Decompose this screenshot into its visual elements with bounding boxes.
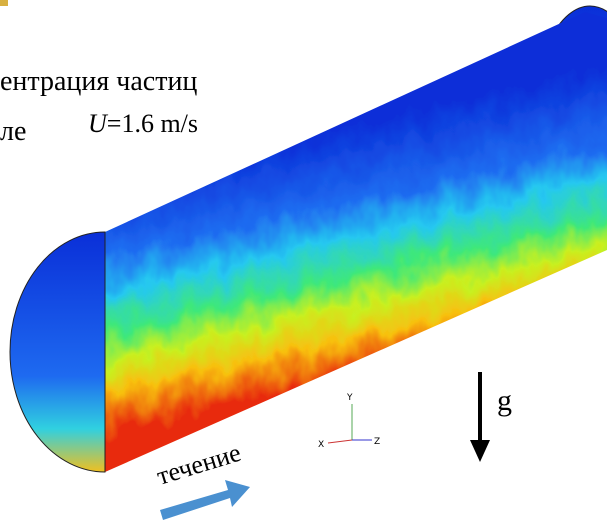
axis-y-label: Y xyxy=(346,393,353,403)
title-line2: ле xyxy=(0,116,26,147)
axis-x-label: X xyxy=(318,440,324,450)
velocity-value: =1.6 m/s xyxy=(107,109,198,138)
gravity-arrowhead xyxy=(470,440,490,462)
title-line1: ентрация частиц xyxy=(0,66,197,97)
gravity-label: g xyxy=(497,384,512,417)
axis-x xyxy=(328,440,352,443)
left-cap xyxy=(10,232,105,472)
axis-z-label: Z xyxy=(374,437,380,447)
figure: ентрация частиц ле U=1.6 m/s g течение Y… xyxy=(0,0,607,532)
velocity: U=1.6 m/s xyxy=(88,109,198,138)
corner-mark xyxy=(0,0,8,6)
